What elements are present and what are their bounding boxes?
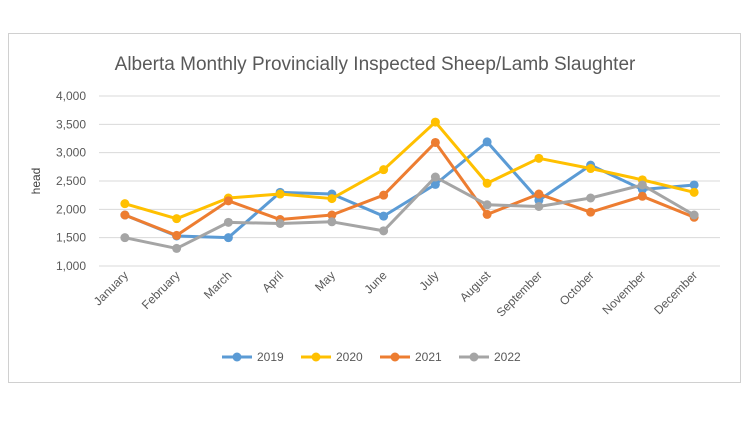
data-point: [586, 193, 596, 203]
legend-marker: [232, 352, 242, 362]
legend-label: 2019: [257, 350, 284, 364]
data-point: [379, 165, 389, 175]
data-point: [327, 217, 337, 227]
y-tick-label: 1,500: [56, 231, 86, 245]
series-line-2020: [124, 120, 695, 221]
chart-frame: [8, 33, 741, 383]
data-point: [689, 210, 699, 220]
data-point: [172, 214, 182, 224]
data-point: [223, 233, 233, 243]
data-point: [172, 243, 182, 253]
y-tick-label: 4,000: [56, 89, 86, 103]
legend-marker: [311, 352, 321, 362]
data-point: [482, 178, 492, 188]
y-axis-label: head: [29, 168, 43, 195]
data-point: [430, 172, 440, 182]
data-point: [482, 137, 492, 147]
series-line-2021: [124, 140, 695, 237]
data-point: [689, 180, 699, 190]
legend-label: 2020: [336, 350, 363, 364]
x-tick-label: June: [361, 268, 390, 297]
y-tick-label: 3,000: [56, 146, 86, 160]
data-point: [223, 217, 233, 227]
x-tick-label: December: [651, 268, 700, 317]
legend-marker: [390, 352, 400, 362]
x-tick-label: January: [91, 268, 131, 308]
data-point: [120, 233, 130, 243]
data-point: [430, 137, 440, 147]
data-point: [534, 202, 544, 211]
data-point: [534, 195, 544, 205]
data-point: [482, 209, 492, 219]
x-tick-label: August: [457, 268, 494, 305]
x-tick-label: November: [599, 268, 648, 317]
x-tick-label: April: [259, 268, 286, 295]
y-tick-label: 2,000: [56, 202, 86, 216]
data-point: [172, 230, 182, 240]
data-point: [482, 200, 492, 210]
data-point: [637, 180, 647, 190]
x-tick-label: July: [417, 268, 442, 293]
legend-item-2021: 2021: [380, 350, 442, 364]
series-line-2019: [124, 140, 695, 240]
series-2020: [120, 117, 699, 224]
data-point: [379, 211, 389, 221]
x-tick-label: March: [201, 268, 234, 301]
legend-marker: [469, 352, 479, 362]
x-tick-label: September: [494, 268, 545, 319]
data-point: [120, 210, 130, 220]
x-tick-label: February: [139, 268, 183, 312]
legend-item-2020: 2020: [301, 350, 363, 364]
data-point: [430, 117, 440, 127]
data-point: [327, 194, 337, 204]
y-tick-label: 2,500: [56, 174, 86, 188]
data-point: [534, 153, 544, 163]
data-point: [327, 210, 337, 220]
series-2021: [120, 137, 699, 240]
legend-label: 2022: [494, 350, 521, 364]
data-point: [689, 187, 699, 197]
y-tick-label: 3,500: [56, 117, 86, 131]
data-point: [430, 179, 440, 189]
x-tick-label: May: [312, 268, 338, 294]
data-point: [275, 189, 285, 199]
legend-item-2019: 2019: [222, 350, 284, 364]
data-point: [586, 207, 596, 217]
x-tick-label: October: [557, 268, 597, 308]
legend-label: 2021: [415, 350, 442, 364]
data-point: [379, 190, 389, 200]
y-tick-label: 1,000: [56, 259, 86, 273]
chart-title: Alberta Monthly Provincially Inspected S…: [115, 54, 636, 75]
data-point: [275, 219, 285, 228]
legend-item-2022: 2022: [459, 350, 521, 364]
data-point: [586, 164, 596, 174]
data-point: [637, 191, 647, 201]
data-point: [534, 189, 544, 199]
data-point: [223, 196, 233, 206]
data-point: [379, 226, 389, 236]
series-line-2022: [124, 175, 695, 250]
series-2022: [120, 172, 699, 253]
data-point: [120, 199, 130, 209]
